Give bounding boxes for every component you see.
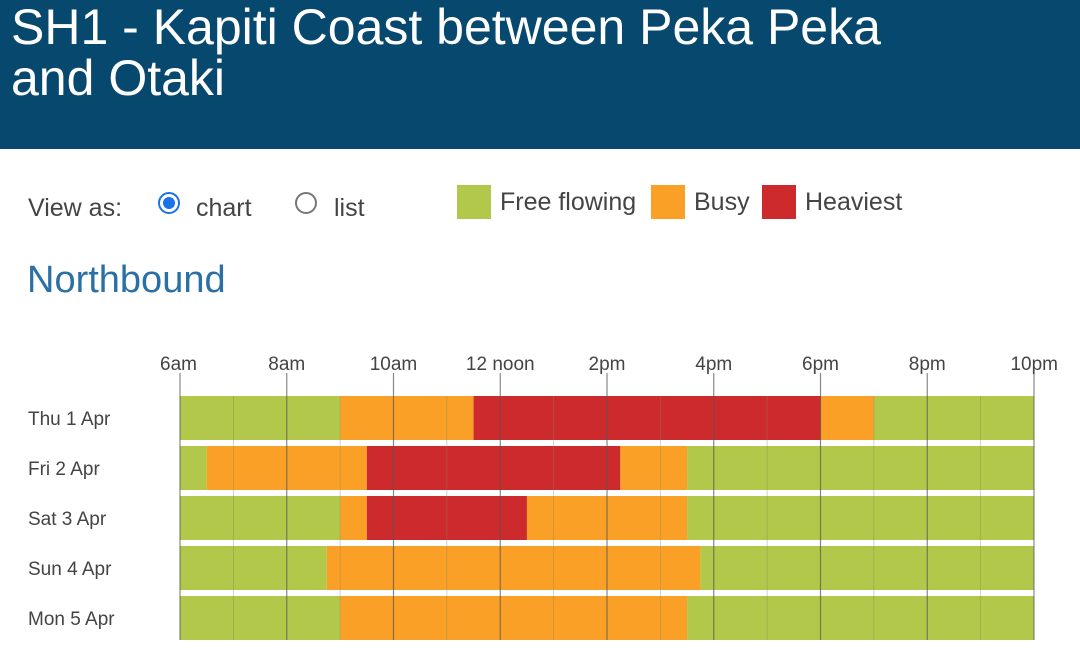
x-tick-label: 6pm (802, 354, 839, 375)
segment-free (180, 596, 341, 640)
x-tick-label: 10am (370, 354, 418, 375)
legend-label-free-flowing: Free flowing (500, 188, 637, 216)
chart-radio-label[interactable]: chart (196, 194, 252, 222)
segment-busy (620, 446, 688, 490)
x-tick-label: 6am (160, 354, 197, 375)
list-radio[interactable] (295, 192, 317, 214)
view-as-label: View as: (28, 194, 123, 222)
row-label: Sun 4 Apr (28, 559, 112, 580)
row-label: Sat 3 Apr (28, 509, 107, 530)
segment-busy (820, 396, 874, 440)
segment-free (180, 396, 341, 440)
segment-free (180, 496, 341, 540)
segment-busy (340, 396, 474, 440)
segment-heaviest (366, 446, 621, 490)
x-tick-label: 8am (268, 354, 305, 375)
row-label: Thu 1 Apr (28, 409, 111, 430)
segment-busy (340, 496, 367, 540)
page-title: SH1 - Kapiti Coast between Peka Peka and… (11, 0, 881, 106)
chart-radio[interactable] (158, 192, 180, 214)
segment-free (687, 446, 1034, 490)
segment-free (873, 396, 1034, 440)
legend-label-busy: Busy (694, 188, 750, 216)
traffic-chart: Thu 1 Apr Fri 2 Apr Sat 3 Apr Sun 4 Apr Mon … (28, 354, 1058, 640)
segment-busy (326, 546, 701, 590)
segment-free (700, 546, 1034, 590)
x-tick-label: 8pm (909, 354, 946, 375)
legend-swatch-heaviest (762, 185, 796, 219)
segment-free (687, 596, 1034, 640)
x-tick-label: 4pm (695, 354, 732, 375)
x-tick-label: 10pm (1010, 354, 1058, 375)
page-header: SH1 - Kapiti Coast between Peka Peka and… (0, 0, 1080, 149)
row-label: Mon 5 Apr (28, 609, 115, 630)
legend-swatch-free-flowing (457, 185, 491, 219)
segment-busy (340, 596, 688, 640)
list-radio-label[interactable]: list (334, 194, 365, 222)
x-tick-label: 12 noon (466, 354, 535, 375)
segment-free (180, 546, 327, 590)
segment-heaviest (473, 396, 821, 440)
segment-free (180, 446, 207, 490)
x-tick-label: 2pm (589, 354, 626, 375)
legend-swatch-busy (651, 185, 685, 219)
segment-free (687, 496, 1034, 540)
view-controls: View as: chart list Free flowing Busy He… (28, 183, 1068, 233)
legend-label-heaviest: Heaviest (805, 188, 903, 216)
section-title: Northbound (27, 259, 226, 301)
row-label: Fri 2 Apr (28, 459, 100, 480)
